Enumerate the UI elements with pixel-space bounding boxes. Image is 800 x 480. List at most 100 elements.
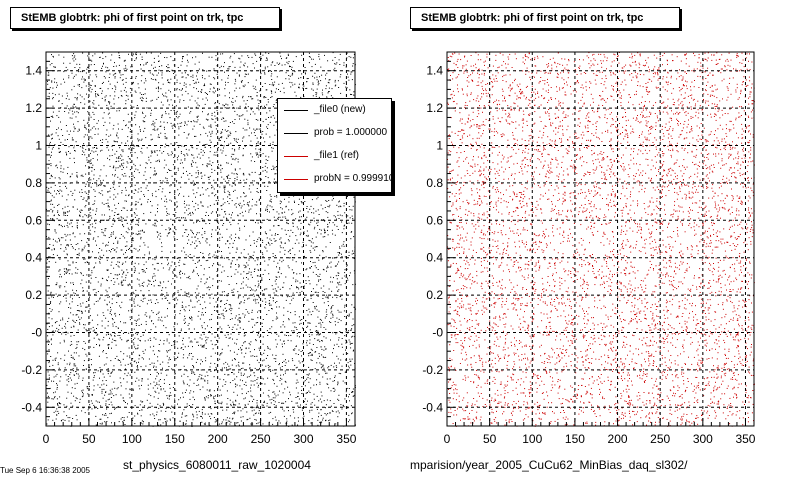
data-point [311, 349, 313, 351]
data-point [262, 360, 264, 362]
data-point [202, 69, 204, 71]
data-point [320, 414, 322, 416]
data-point [161, 74, 163, 76]
data-point [267, 210, 268, 212]
data-point [307, 299, 309, 301]
data-point [309, 339, 311, 341]
data-point [97, 291, 99, 292]
data-point [83, 143, 85, 145]
data-point [99, 298, 101, 300]
data-point [90, 59, 92, 61]
data-point [181, 306, 183, 308]
data-point [279, 251, 281, 253]
data-point [139, 126, 140, 128]
data-point [281, 378, 283, 380]
data-point [241, 205, 243, 207]
data-point [222, 53, 224, 55]
data-point [228, 368, 230, 370]
data-point [224, 202, 226, 204]
data-point [223, 178, 225, 180]
data-point [230, 234, 232, 236]
data-point [248, 211, 250, 213]
data-point [256, 213, 257, 215]
data-point [262, 423, 264, 425]
data-point [88, 138, 89, 140]
data-point [150, 395, 152, 397]
data-point [87, 250, 89, 252]
data-point [298, 242, 300, 244]
data-point [224, 141, 225, 143]
data-point [104, 327, 106, 329]
data-point [295, 261, 297, 263]
data-point [56, 254, 58, 256]
data-point [123, 417, 125, 419]
data-point [275, 100, 277, 102]
data-point [72, 368, 74, 370]
data-point [167, 397, 169, 399]
data-point [343, 205, 345, 207]
data-point [51, 138, 53, 140]
data-point [56, 284, 58, 286]
data-point [131, 83, 133, 85]
data-point [138, 233, 140, 235]
data-point [90, 256, 92, 258]
data-point [258, 284, 260, 286]
data-point [145, 97, 147, 99]
data-point [292, 349, 294, 351]
data-point [159, 419, 161, 421]
data-point [292, 223, 294, 225]
data-point [52, 111, 54, 113]
data-point [63, 78, 64, 80]
data-point [105, 175, 107, 177]
data-point [274, 234, 276, 236]
data-point [179, 420, 181, 422]
data-point [218, 264, 219, 266]
data-point [240, 207, 242, 209]
data-point [284, 365, 286, 366]
data-point [349, 89, 351, 91]
data-point [127, 339, 129, 341]
data-point [252, 355, 254, 357]
data-point [232, 401, 234, 403]
data-point [158, 72, 159, 74]
data-point [166, 338, 168, 340]
data-point [327, 81, 329, 83]
data-point [218, 103, 220, 105]
data-point [151, 405, 153, 407]
data-point [344, 272, 346, 274]
data-point [344, 269, 346, 271]
data-point [69, 296, 71, 298]
data-point [183, 146, 185, 147]
data-point [182, 337, 184, 339]
data-point [74, 383, 76, 385]
data-point [335, 365, 337, 367]
data-point [224, 88, 226, 90]
data-point [102, 351, 104, 353]
data-point [215, 395, 216, 397]
data-point [101, 214, 103, 216]
data-point [286, 222, 288, 224]
data-point [319, 398, 321, 400]
data-point [109, 337, 110, 339]
data-point [224, 192, 226, 193]
data-point [243, 179, 245, 181]
data-point [134, 204, 136, 206]
data-point [105, 403, 107, 405]
data-point [107, 141, 109, 143]
data-point [163, 151, 165, 152]
data-point [279, 238, 281, 240]
data-point [66, 92, 68, 94]
data-point [284, 343, 285, 345]
data-point [279, 62, 281, 64]
data-point [129, 388, 131, 390]
data-point [139, 233, 141, 235]
data-point [244, 299, 246, 301]
data-point [316, 339, 318, 341]
data-point [138, 385, 140, 387]
data-point [280, 374, 282, 376]
data-point [117, 213, 119, 215]
data-point [161, 65, 163, 67]
data-point [256, 404, 258, 406]
data-point [149, 337, 151, 339]
data-point [155, 338, 157, 340]
